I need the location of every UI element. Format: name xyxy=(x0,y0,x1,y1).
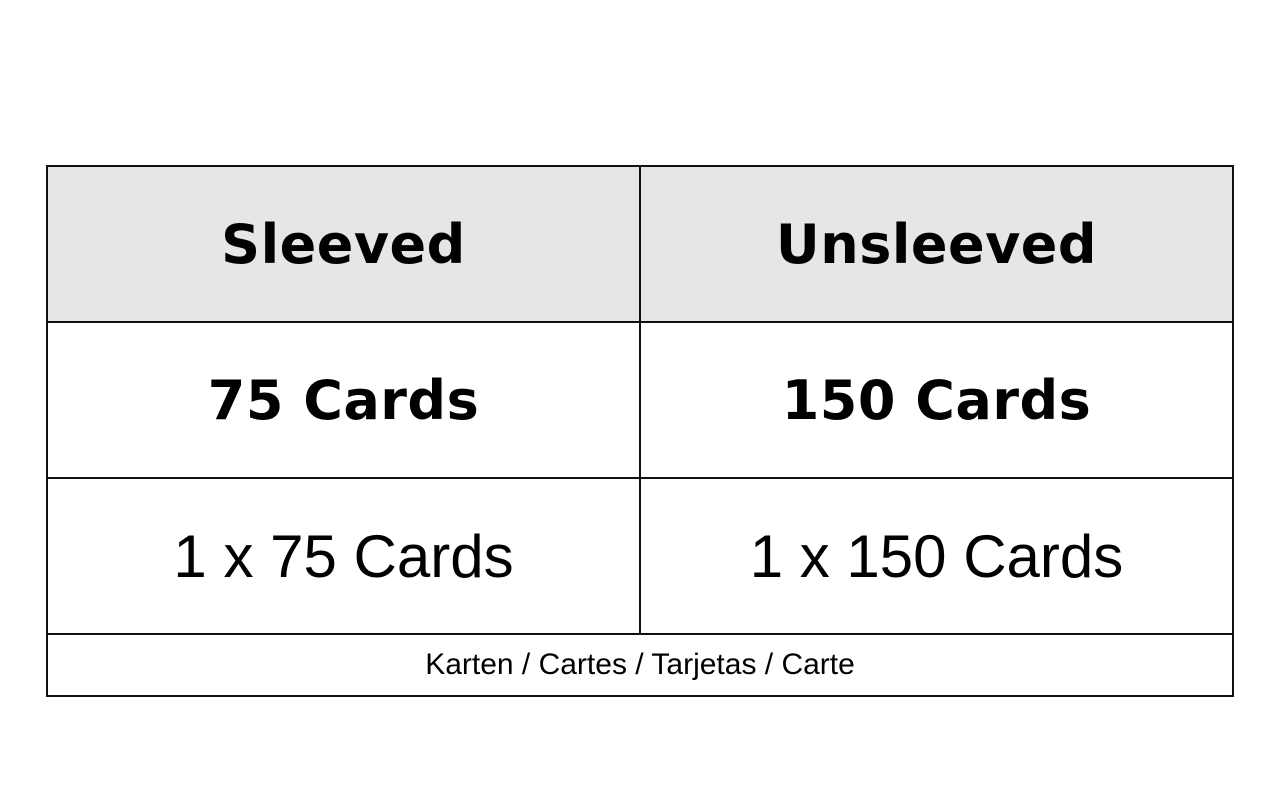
capacity-table: Sleeved Unsleeved 75 Cards 150 Cards 1 x… xyxy=(46,165,1234,697)
sleeved-configuration: 1 x 75 Cards xyxy=(173,522,514,590)
header-unsleeved: Unsleeved xyxy=(639,167,1232,321)
sleeved-capacity: 75 Cards xyxy=(207,368,480,432)
header-sleeved: Sleeved xyxy=(221,212,466,276)
configuration-row: 1 x 75 Cards 1 x 150 Cards xyxy=(48,479,1232,635)
unsleeved-capacity: 150 Cards xyxy=(639,323,1232,477)
capacity-row: 75 Cards 150 Cards xyxy=(48,323,1232,479)
unsleeved-configuration: 1 x 150 Cards xyxy=(639,479,1232,633)
translations-footer: Karten / Cartes / Tarjetas / Carte xyxy=(425,648,855,681)
footer-row: Karten / Cartes / Tarjetas / Carte xyxy=(48,635,1232,695)
header-row: Sleeved Unsleeved xyxy=(48,167,1232,323)
